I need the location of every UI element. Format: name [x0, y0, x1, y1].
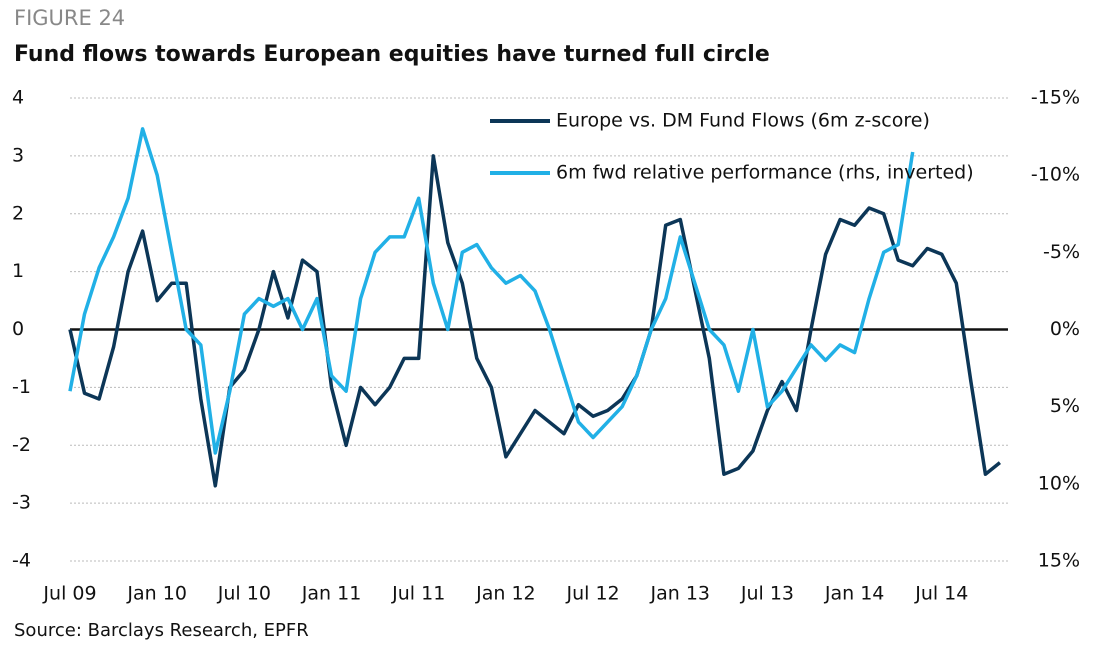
source: Source: Barclays Research, EPFR: [14, 620, 309, 641]
y2-tick-label: -15%: [1031, 87, 1080, 109]
legend-label: 6m fwd relative performance (rhs, invert…: [556, 162, 974, 184]
y-tick-label: 4: [12, 87, 24, 109]
x-tick-label: Jan 11: [301, 583, 362, 605]
y2-tick-label: 5%: [1050, 395, 1080, 417]
y-tick-label: -4: [12, 550, 31, 572]
y-tick-label: 2: [12, 202, 24, 224]
figure-label: FIGURE 24: [14, 6, 125, 30]
y2-tick-label: -10%: [1031, 164, 1080, 186]
x-tick-label: Jul 13: [740, 583, 794, 605]
x-tick-label: Jan 12: [475, 583, 536, 605]
y-tick-label: -2: [12, 434, 31, 456]
series-line: [68, 127, 915, 455]
x-tick-label: Jul 12: [566, 583, 620, 605]
x-tick-label: Jan 10: [126, 583, 187, 605]
y-tick-label: -1: [12, 376, 31, 398]
y-tick-label: 3: [12, 144, 24, 166]
chart-title: Fund flows towards European equities hav…: [14, 42, 770, 67]
x-tick-label: Jul 10: [217, 583, 271, 605]
x-tick-label: Jan 14: [824, 583, 885, 605]
y-tick-label: 1: [12, 260, 24, 282]
y2-tick-label: 0%: [1050, 318, 1080, 340]
x-tick-label: Jan 13: [650, 583, 711, 605]
y2-tick-label: 15%: [1038, 550, 1080, 572]
legend-label: Europe vs. DM Fund Flows (6m z-score): [556, 110, 930, 132]
series-line: [68, 154, 1001, 488]
y2-tick-label: -5%: [1043, 241, 1080, 263]
x-tick-label: Jul 14: [914, 583, 968, 605]
y-tick-label: -3: [12, 492, 31, 514]
y-tick-label: 0: [12, 318, 24, 340]
x-tick-label: Jul 09: [42, 583, 96, 605]
y2-tick-label: 10%: [1038, 472, 1080, 494]
x-tick-label: Jul 11: [391, 583, 445, 605]
